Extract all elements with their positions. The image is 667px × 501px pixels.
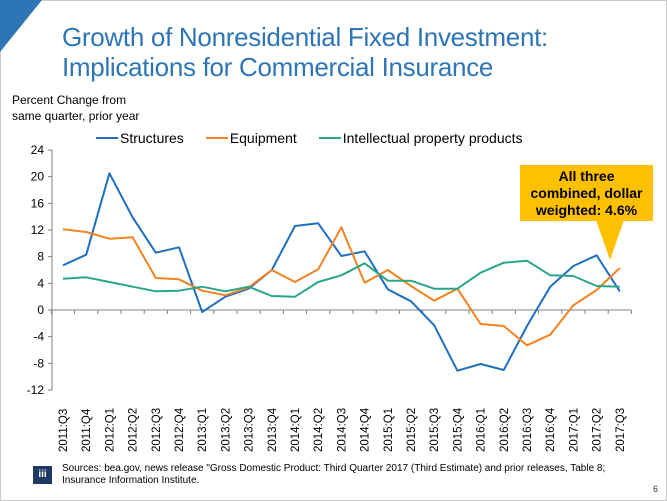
title-line-2: Implications for Commercial Insurance — [62, 52, 494, 82]
y-axis-label-line-2: same quarter, prior year — [12, 109, 140, 123]
x-tick-label: 2011:Q3 — [58, 409, 70, 452]
annotation-callout: All three combined, dollar weighted: 4.6… — [520, 165, 653, 221]
corner-accent — [0, 0, 42, 52]
x-tick-label: 2015:Q2 — [406, 408, 418, 452]
y-tick-label: -4 — [33, 330, 44, 344]
x-tick-label: 2012:Q1 — [104, 408, 116, 452]
x-tick-label: 2016:Q2 — [499, 408, 511, 452]
y-tick-label: 12 — [31, 223, 45, 237]
legend-item-equipment: Equipment — [205, 130, 297, 146]
x-tick-label: 2016:Q1 — [476, 408, 488, 452]
y-tick-label: -12 — [27, 383, 45, 397]
slide-title: Growth of Nonresidential Fixed Investmen… — [62, 22, 548, 82]
x-tick-label: 2016:Q3 — [522, 408, 534, 452]
legend-swatch-ip-products — [318, 137, 341, 139]
x-tick-label: 2012:Q4 — [174, 407, 186, 452]
x-tick-label: 2012:Q2 — [128, 408, 140, 452]
x-tick-label: 2014:Q4 — [360, 407, 372, 452]
legend-swatch-structures — [96, 137, 118, 139]
x-tick-label: 2017:Q2 — [592, 408, 604, 452]
footer-line-2: Insurance Information Institute. — [62, 475, 200, 486]
y-tick-label: 4 — [37, 276, 44, 290]
x-tick-label: 2016:Q4 — [545, 407, 557, 452]
callout-line-2: combined, dollar — [530, 185, 643, 201]
y-axis-label: Percent Change from same quarter, prior … — [12, 92, 139, 124]
y-tick-label: 16 — [31, 196, 45, 210]
series-line-intellectual-property-products — [62, 259, 620, 298]
x-tick-label: 2015:Q4 — [452, 407, 464, 452]
legend-item-structures: Structures — [96, 130, 184, 146]
callout-line-1: All three — [558, 168, 615, 184]
y-tick-label: 24 — [31, 143, 45, 157]
y-tick-label: 20 — [31, 170, 45, 184]
footer-line-1: Sources: bea.gov, news release "Gross Do… — [62, 463, 606, 474]
x-tick-label: 2014:Q1 — [290, 408, 302, 452]
x-tick-label: 2017:Q1 — [568, 408, 580, 452]
y-tick-label: -8 — [33, 356, 44, 370]
legend-label-ip-products: Intellectual property products — [342, 130, 523, 146]
title-line-1: Growth of Nonresidential Fixed Investmen… — [62, 22, 548, 52]
x-tick-label: 2013:Q2 — [220, 408, 232, 452]
iii-logo-icon: iii — [33, 466, 52, 484]
legend-label-equipment: Equipment — [229, 130, 297, 146]
x-tick-label: 2013:Q1 — [197, 408, 209, 452]
y-tick-label: 0 — [37, 303, 44, 317]
x-tick-label: 2015:Q3 — [429, 408, 441, 452]
y-tick-label: 8 — [37, 250, 44, 264]
callout-line-3: weighted: 4.6% — [535, 202, 638, 218]
x-tick-label: 2017:Q3 — [615, 408, 627, 452]
callout-pointer — [596, 220, 624, 260]
page-number: 6 — [653, 484, 659, 494]
chart-legend: Structures Equipment Intellectual proper… — [96, 130, 523, 146]
y-axis-label-line-1: Percent Change from — [12, 93, 127, 107]
x-tick-label: 2013:Q4 — [267, 407, 279, 452]
x-tick-label: 2013:Q3 — [244, 408, 256, 452]
x-tick-label: 2011:Q4 — [81, 408, 93, 452]
footer-sources: Sources: bea.gov, news release "Gross Do… — [62, 463, 622, 487]
x-tick-label: 2012:Q3 — [151, 408, 163, 452]
series-line-equipment — [62, 226, 621, 347]
legend-label-structures: Structures — [120, 130, 184, 146]
x-tick-label: 2014:Q3 — [336, 408, 348, 452]
legend-item-ip-products: Intellectual property products — [318, 130, 523, 146]
legend-swatch-equipment — [205, 137, 228, 139]
x-tick-label: 2015:Q1 — [383, 408, 395, 452]
x-tick-label: 2014:Q2 — [313, 408, 325, 452]
